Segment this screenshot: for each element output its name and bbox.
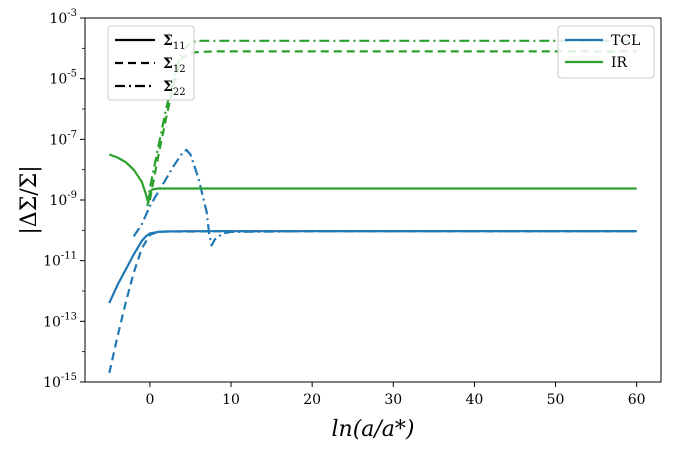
legend-label: Σ22: [163, 79, 186, 98]
series-layer: [108, 39, 637, 374]
x-tick-label: 30: [384, 392, 402, 408]
legend-components-box: [107, 25, 195, 101]
x-tick-label: 50: [547, 392, 565, 408]
legend-layer: Σ11 Σ12 Σ22 TCL IR: [107, 25, 655, 101]
x-tick-label: 20: [303, 392, 321, 408]
series-line-3: [108, 153, 637, 205]
y-tick-label: 10-5: [49, 69, 77, 88]
y-axis-label: |ΔΣ/Σ|: [17, 165, 42, 234]
y-tick-label: 10-7: [49, 129, 77, 148]
series-line-1: [108, 230, 637, 374]
x-tick-label: 10: [222, 392, 240, 408]
series-line-4: [148, 50, 637, 201]
y-tick-label: 10-13: [43, 311, 77, 330]
x-tick-label: 60: [628, 392, 646, 408]
legend-label: Σ11: [163, 33, 186, 52]
y-tick-label: 10-3: [49, 8, 77, 27]
legend-label-tcl: TCL: [611, 33, 640, 49]
x-tick-label: 0: [145, 392, 154, 408]
series-line-0: [108, 230, 637, 304]
x-tick-label: 40: [465, 392, 483, 408]
axes-layer: 0 10 20 30 40 50 60 10-15 10-13 10-11 10-9 10-7 10-5…: [17, 8, 662, 442]
legend-label-ir: IR: [611, 55, 628, 71]
y-tick-label: 10-9: [49, 190, 77, 209]
x-axis-label: ln(a/a*): [331, 417, 414, 442]
series-line-2: [132, 148, 637, 247]
legend-label: Σ12: [163, 56, 186, 75]
y-tick-label: 10-15: [43, 372, 77, 391]
y-tick-label: 10-11: [43, 251, 77, 270]
